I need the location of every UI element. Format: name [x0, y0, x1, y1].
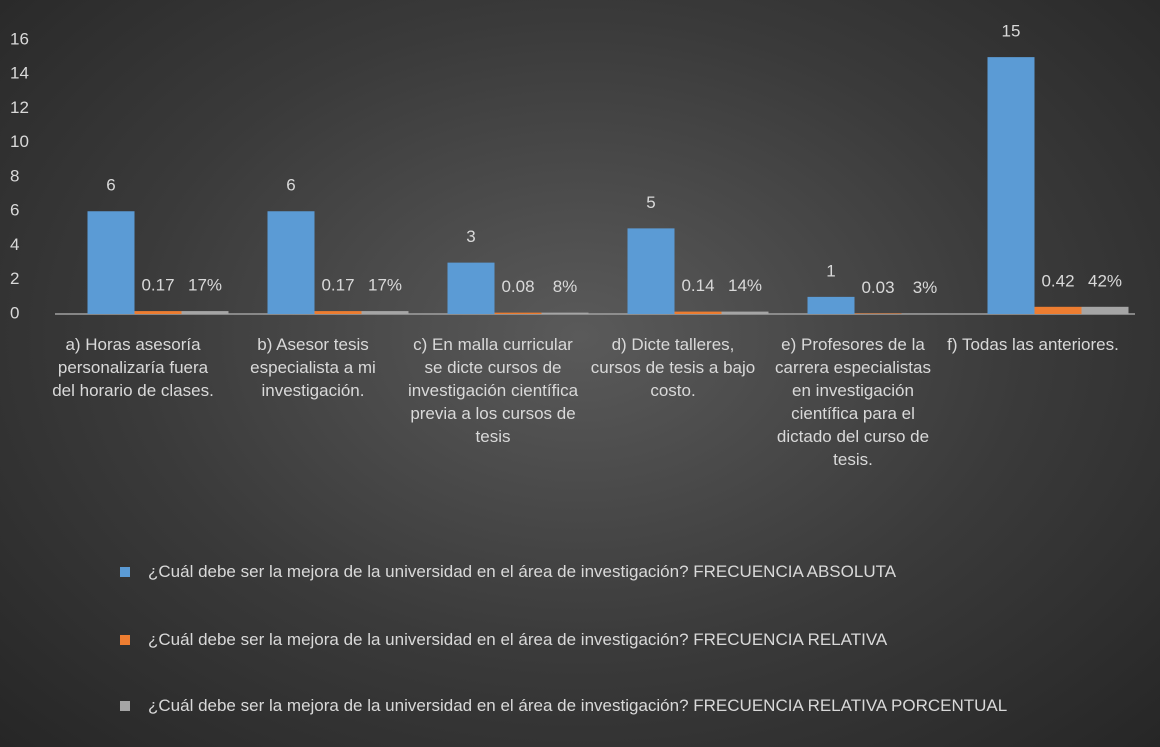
legend-label: ¿Cuál debe ser la mejora de la universid… [148, 562, 897, 581]
data-label: 15 [1002, 22, 1021, 41]
y-tick-label: 12 [10, 98, 29, 117]
data-label: 1 [826, 261, 835, 280]
bar [987, 57, 1035, 314]
x-tick-label: c) En malla curricular se dicte cursos d… [407, 335, 579, 446]
bar [901, 313, 949, 314]
legend-item: ¿Cuál debe ser la mejora de la universid… [120, 694, 1088, 717]
data-label: 17% [368, 276, 402, 295]
y-tick-label: 6 [10, 201, 19, 220]
bar [361, 311, 409, 314]
y-tick-label: 10 [10, 132, 29, 151]
legend-item: ¿Cuál debe ser la mejora de la universid… [120, 628, 1088, 651]
x-tick-label: f) Todas las anteriores. [947, 335, 1119, 354]
data-label: 3% [913, 278, 938, 297]
bar [1081, 306, 1129, 314]
bar [807, 296, 855, 314]
x-tick-label: d) Dicte talleres, cursos de tesis a baj… [590, 335, 756, 400]
bar [87, 211, 135, 314]
y-tick-label: 14 [10, 64, 29, 83]
bar [181, 311, 229, 314]
data-label: 42% [1088, 271, 1122, 290]
data-label: 6 [106, 176, 115, 195]
x-tick-label: e) Profesores de la carrera especialista… [775, 335, 931, 469]
data-label: 8% [553, 277, 578, 296]
bar [627, 228, 675, 314]
data-label: 0.17 [141, 276, 174, 295]
data-label: 0.03 [861, 278, 894, 297]
y-tick-label: 16 [10, 29, 29, 48]
data-label: 14% [728, 276, 762, 295]
bar [1034, 306, 1082, 314]
legend-item: ¿Cuál debe ser la mejora de la universid… [120, 560, 1088, 583]
data-label: 0.42 [1041, 271, 1074, 290]
data-label: 0.17 [321, 276, 354, 295]
data-label: 3 [466, 227, 475, 246]
y-tick-label: 8 [10, 166, 19, 185]
bar [721, 311, 769, 314]
data-label: 0.08 [501, 277, 534, 296]
bar [854, 313, 902, 314]
legend-label: ¿Cuál debe ser la mejora de la universid… [148, 696, 1008, 715]
bar [314, 311, 362, 314]
legend-label: ¿Cuál debe ser la mejora de la universid… [148, 630, 888, 649]
bar [447, 262, 495, 314]
y-tick-label: 0 [10, 303, 19, 322]
y-tick-label: 4 [10, 235, 19, 254]
bar [674, 311, 722, 314]
legend-swatch [120, 567, 130, 577]
data-label: 0.14 [681, 276, 714, 295]
data-label: 6 [286, 176, 295, 195]
bar [541, 312, 589, 314]
legend-swatch [120, 701, 130, 711]
y-tick-label: 2 [10, 269, 19, 288]
bar [134, 311, 182, 314]
bar [494, 312, 542, 314]
data-label: 5 [646, 193, 655, 212]
x-tick-label: b) Asesor tesis especialista a mi invest… [250, 335, 376, 400]
bar [267, 211, 315, 314]
x-tick-label: a) Horas asesoría personalizaría fuera d… [52, 335, 214, 400]
data-label: 17% [188, 276, 222, 295]
legend-swatch [120, 635, 130, 645]
